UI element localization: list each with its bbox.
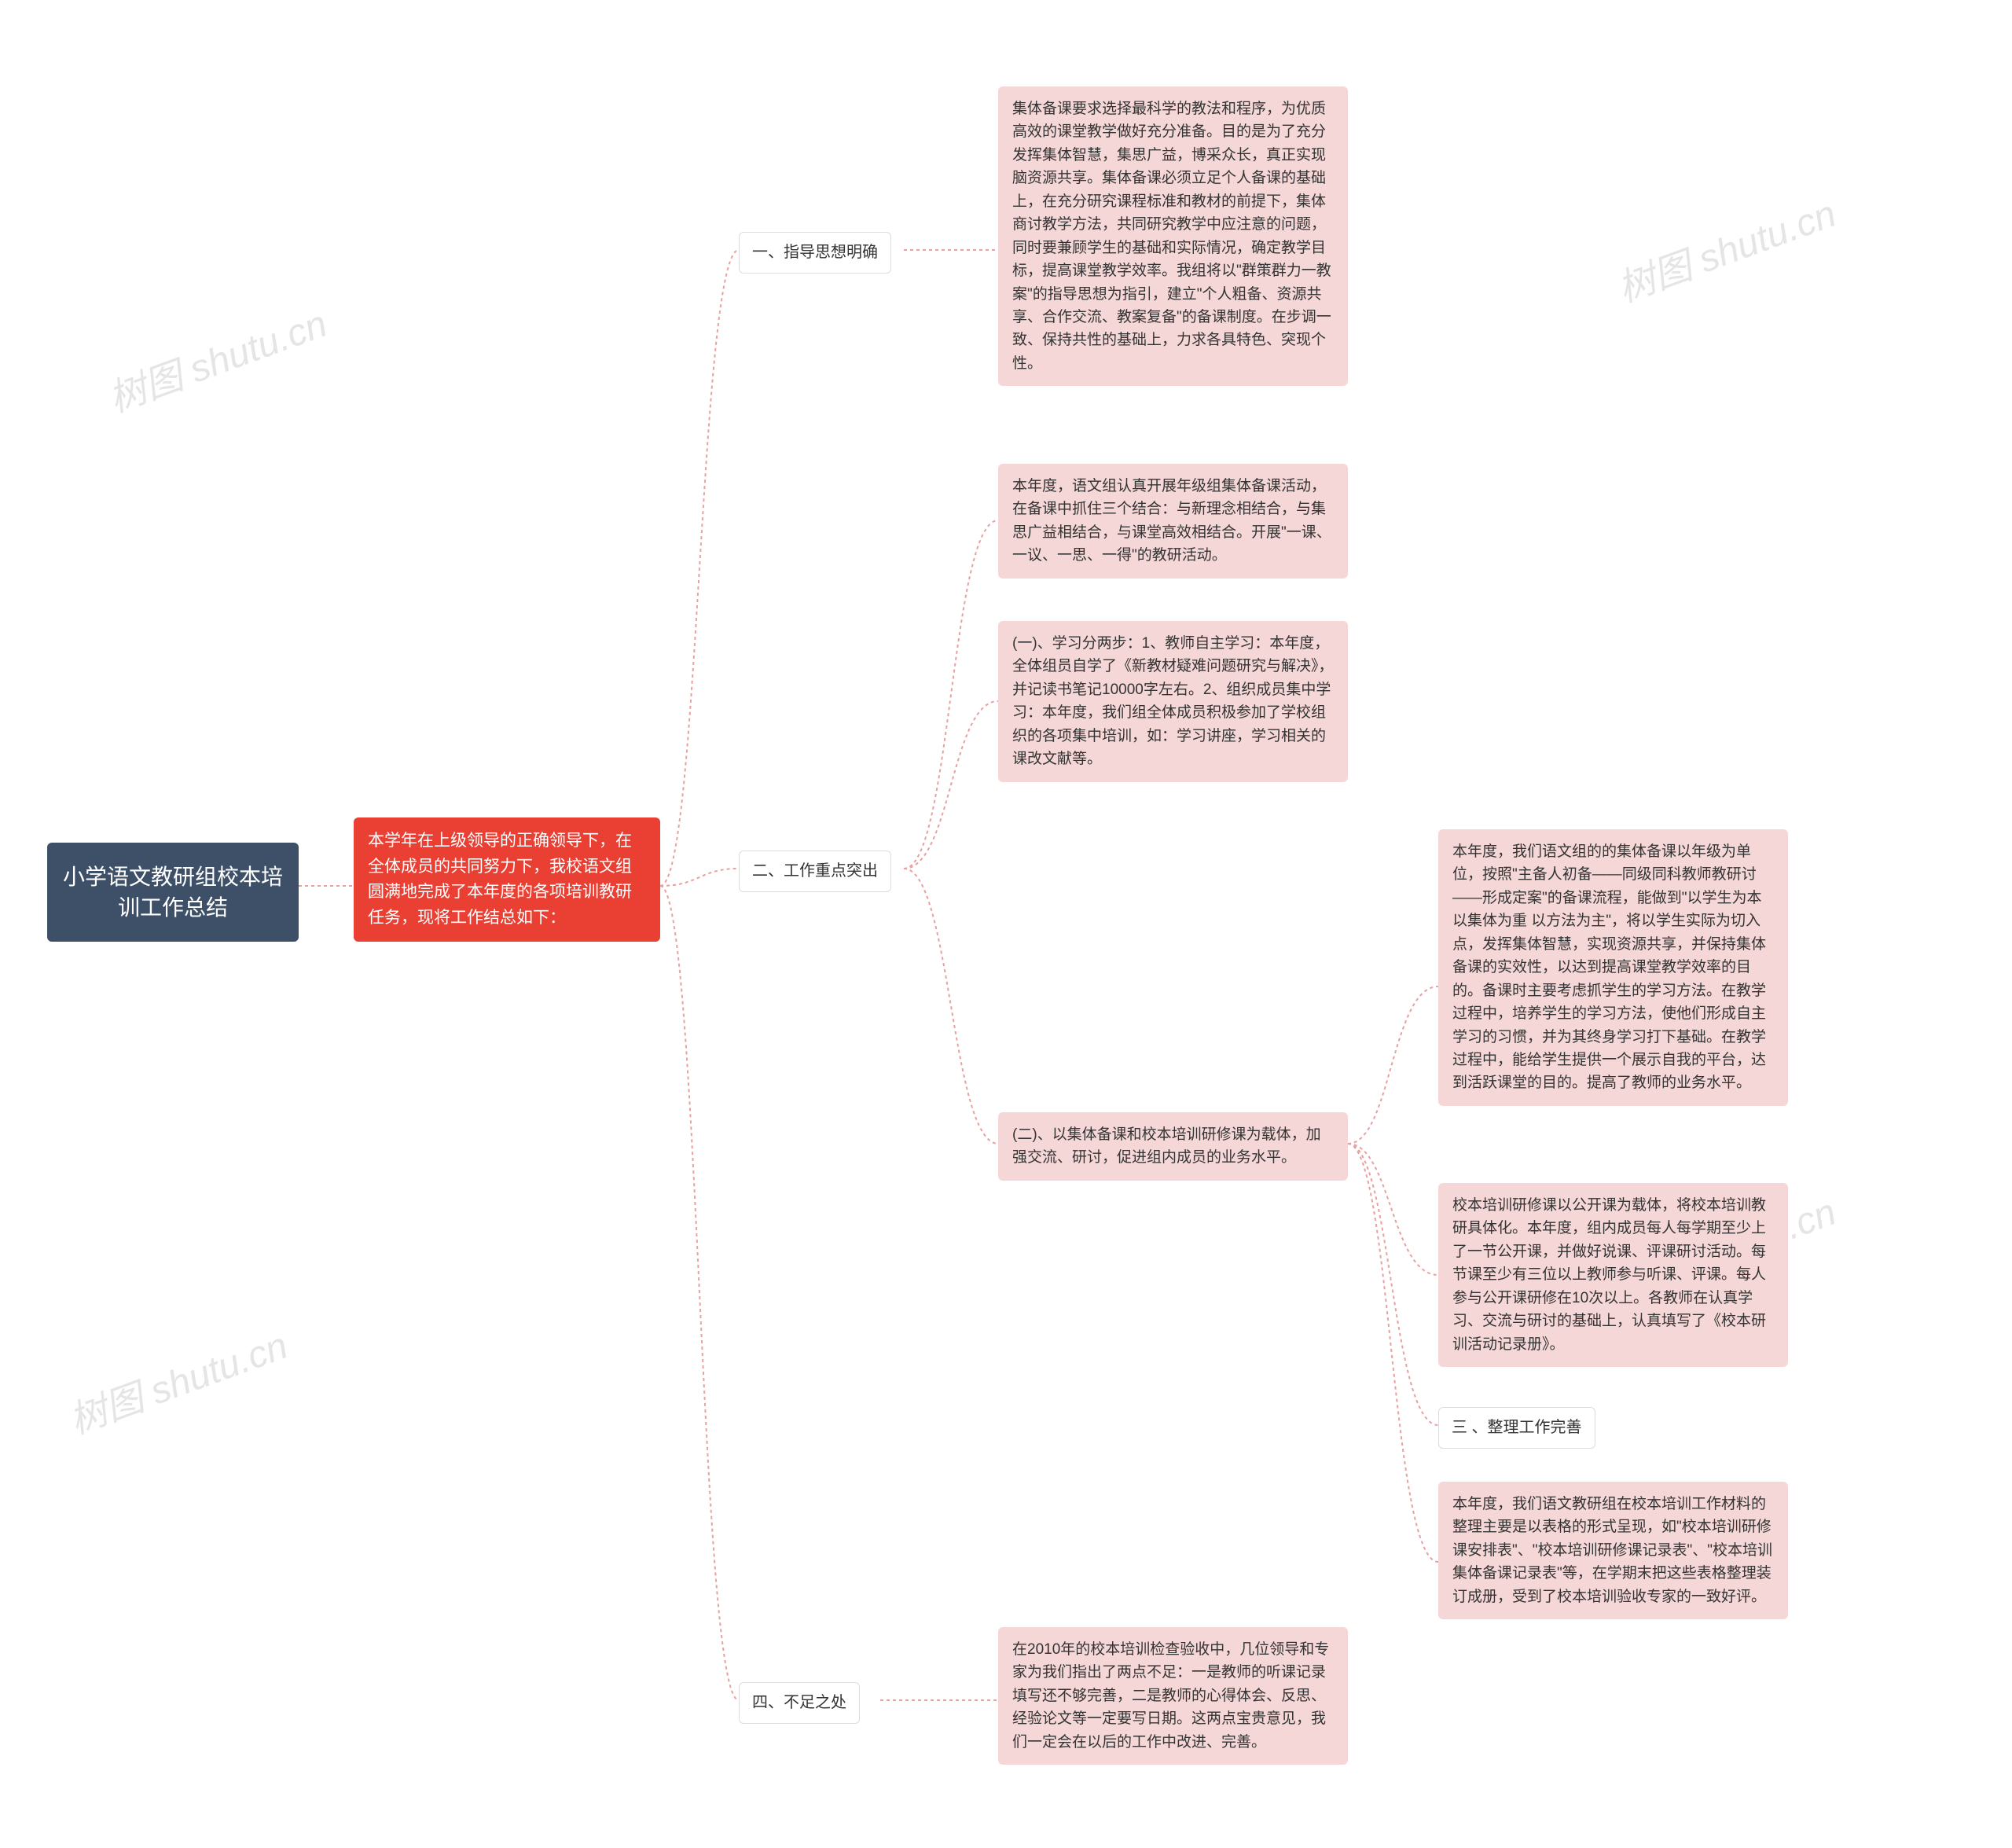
watermark: 树图 shutu.cn <box>61 1314 294 1444</box>
section2-sub3-c-title[interactable]: 三 、整理工作完善 <box>1438 1407 1595 1449</box>
section1-title[interactable]: 一、指导思想明确 <box>739 232 891 274</box>
section2-sub1[interactable]: 本年度，语文组认真开展年级组集体备课活动，在备课中抓住三个结合：与新理念相结合，… <box>998 464 1348 579</box>
section2-title[interactable]: 二、工作重点突出 <box>739 851 891 892</box>
section4-content[interactable]: 在2010年的校本培训检查验收中，几位领导和专家为我们指出了两点不足：一是教师的… <box>998 1627 1348 1765</box>
section1-content[interactable]: 集体备课要求选择最科学的教法和程序，为优质高效的课堂教学做好充分准备。目的是为了… <box>998 86 1348 386</box>
section2-sub2[interactable]: (一)、学习分两步：1、教师自主学习：本年度，全体组员自学了《新教材疑难问题研究… <box>998 621 1348 782</box>
section2-sub3-c[interactable]: 本年度，我们语文教研组在校本培训工作材料的整理主要是以表格的形式呈现，如"校本培… <box>1438 1482 1788 1619</box>
section2-sub3-b[interactable]: 校本培训研修课以公开课为载体，将校本培训教研具体化。本年度，组内成员每人每学期至… <box>1438 1183 1788 1367</box>
root-node[interactable]: 小学语文教研组校本培训工作总结 <box>47 843 299 942</box>
section4-title[interactable]: 四、不足之处 <box>739 1682 860 1724</box>
intro-node[interactable]: 本学年在上级领导的正确领导下，在全体成员的共同努力下，我校语文组圆满地完成了本年… <box>354 817 660 942</box>
section2-sub3-a[interactable]: 本年度，我们语文组的的集体备课以年级为单位，按照"主备人初备——同级同科教师教研… <box>1438 829 1788 1106</box>
section2-sub3-title[interactable]: (二)、以集体备课和校本培训研修课为载体，加强交流、研讨，促进组内成员的业务水平… <box>998 1112 1348 1181</box>
watermark: 树图 shutu.cn <box>100 292 333 422</box>
watermark: 树图 shutu.cn <box>1609 182 1842 312</box>
